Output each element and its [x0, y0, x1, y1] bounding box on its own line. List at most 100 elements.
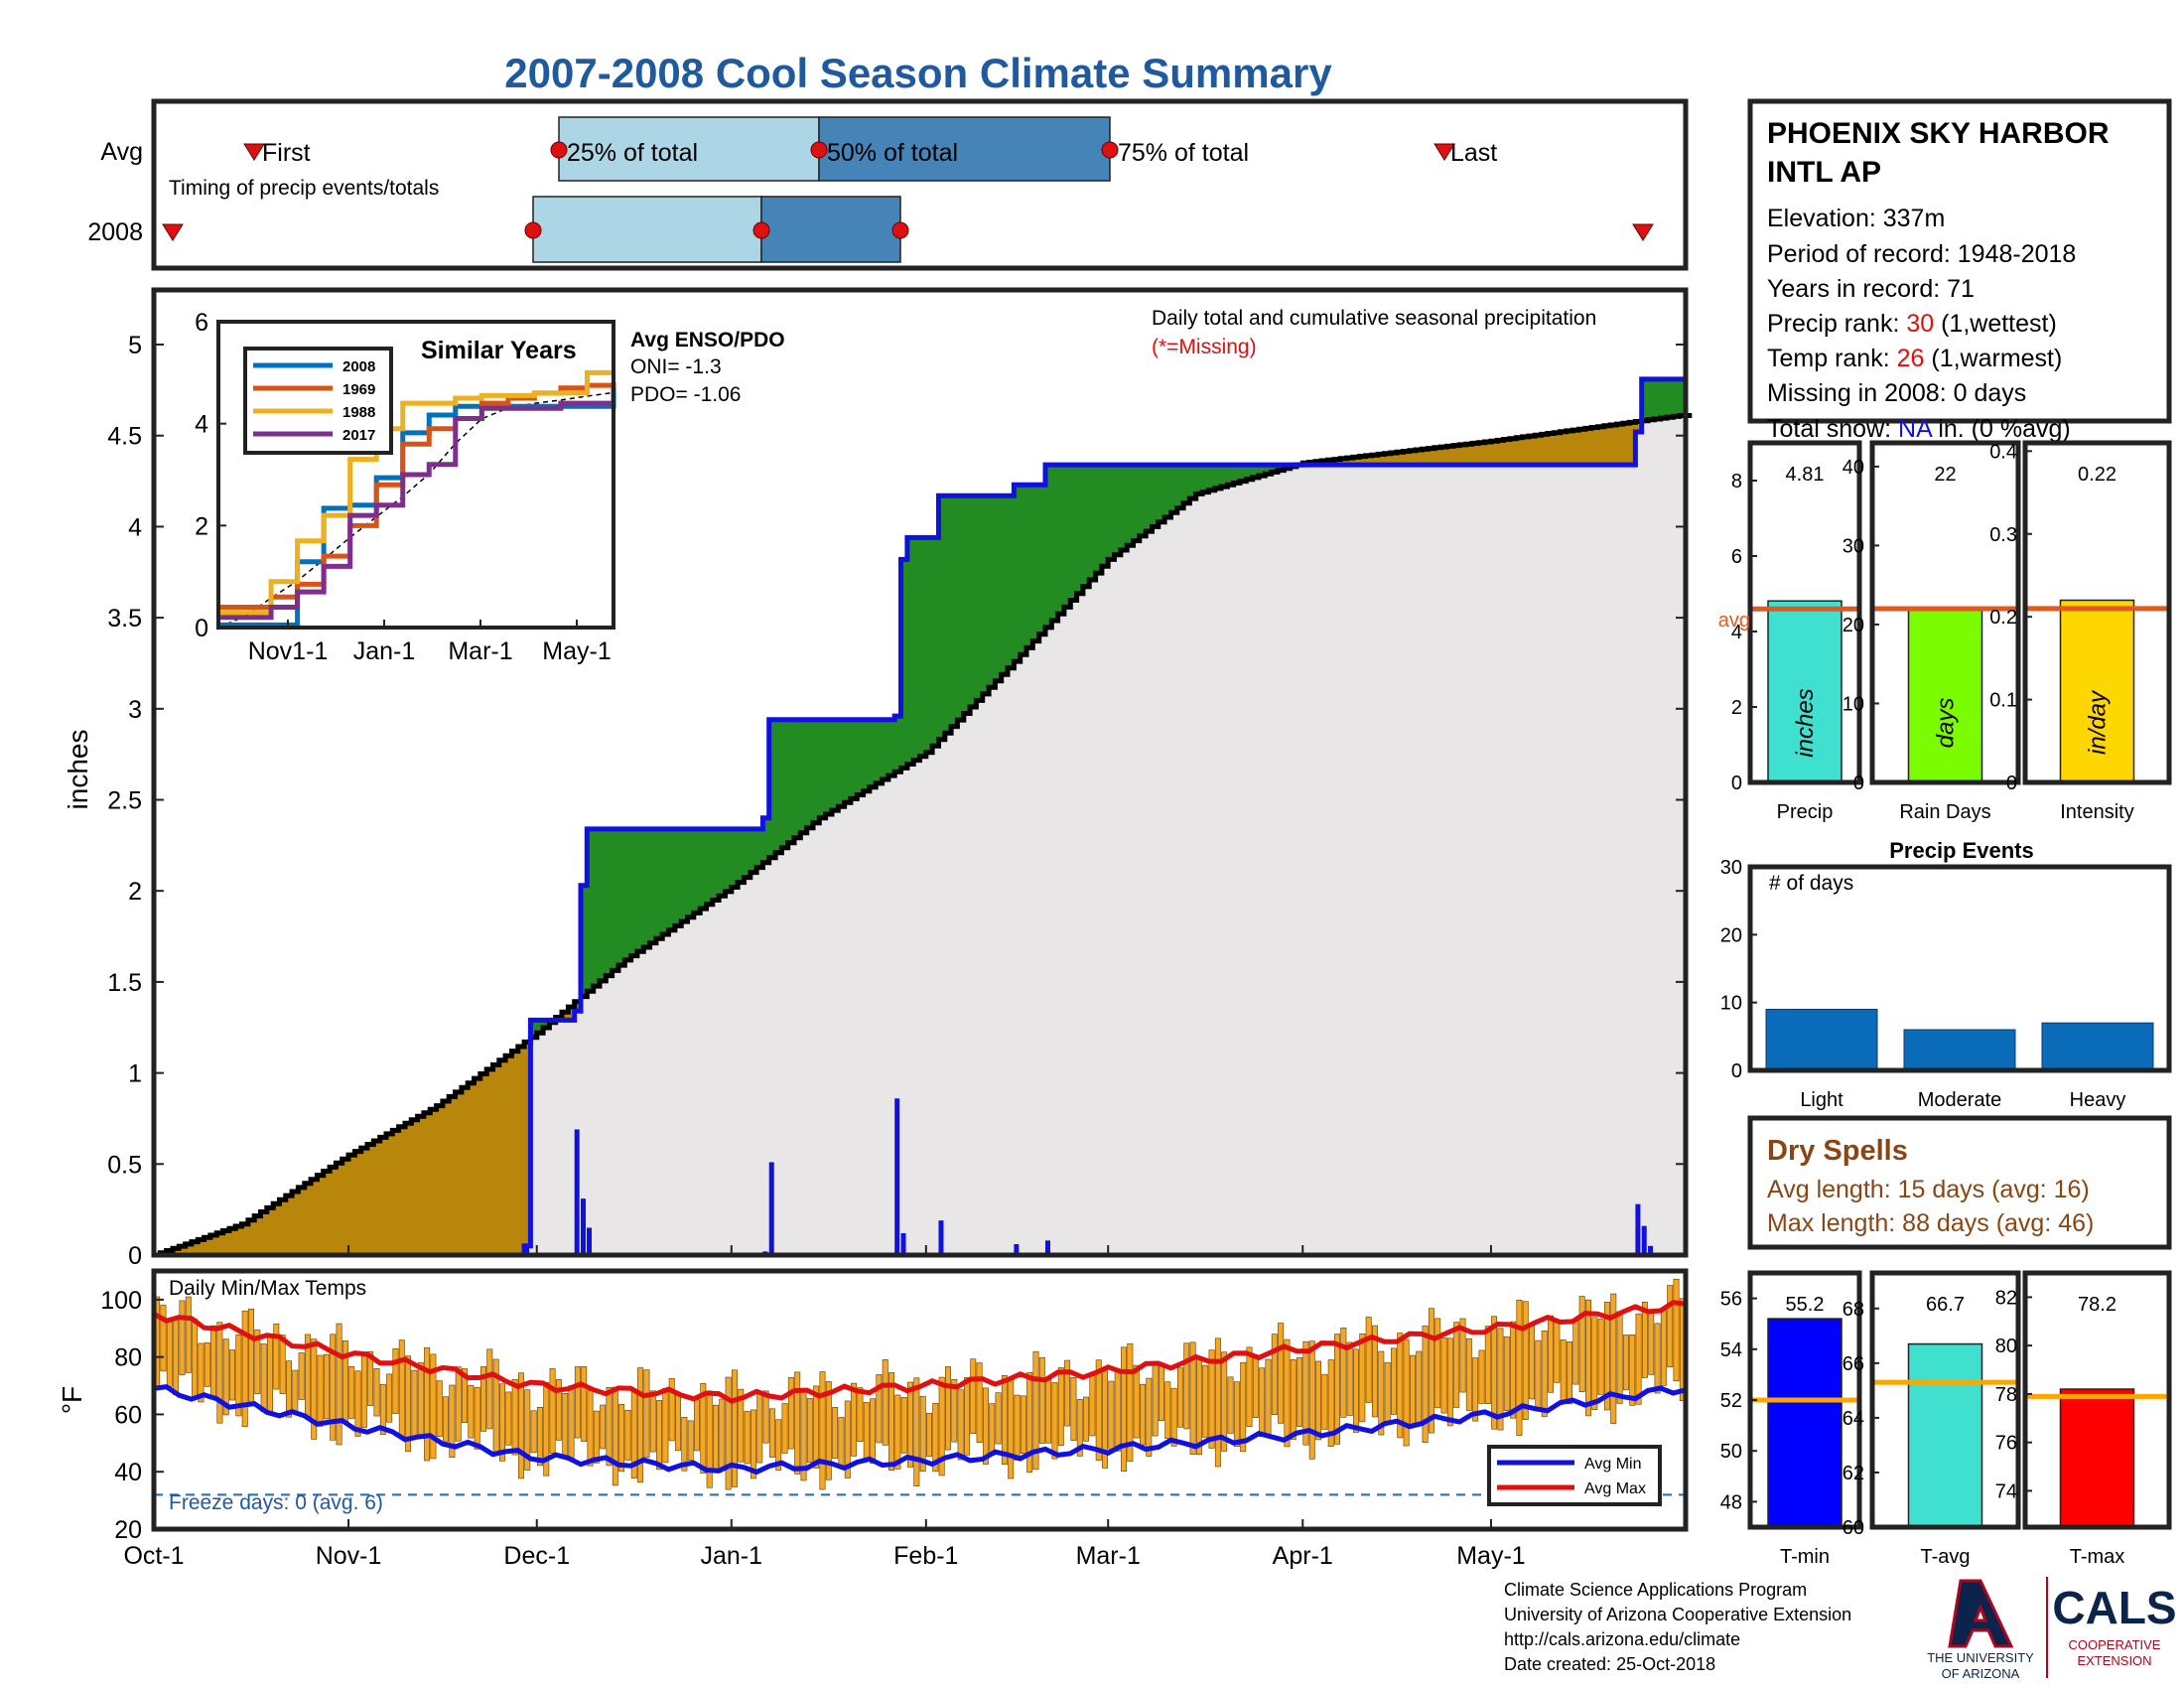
daily-temp-bar: [317, 1354, 324, 1427]
surplus-segment: [963, 495, 971, 714]
deficit-segment: [468, 1082, 476, 1255]
intensity-panel-frame: [2022, 440, 2172, 785]
deficit-segment: [1528, 436, 1536, 466]
cumulative-area-segment: [989, 687, 996, 1255]
surplus-segment: [1189, 465, 1197, 499]
surplus-segment: [1026, 485, 1033, 648]
surplus-segment: [906, 537, 914, 765]
deficit-segment: [1566, 430, 1573, 466]
daily-temp-bar: [1603, 1302, 1610, 1411]
daily-precip-bar: [938, 1220, 944, 1255]
daily-temp-bar: [229, 1349, 236, 1401]
legend-min-label: Avg Min: [1584, 1456, 1642, 1473]
deficit-segment: [423, 1112, 431, 1255]
cumulative-area-segment: [1032, 640, 1040, 1255]
cumulative-area-segment: [775, 852, 782, 1255]
daily-temp-bar: [411, 1369, 418, 1437]
daily-temp-bar: [618, 1403, 625, 1473]
daily-temp-bar: [462, 1368, 468, 1424]
surplus-segment: [1014, 485, 1022, 662]
cumulative-area-segment: [1089, 579, 1097, 1255]
station-name-1: PHOENIX SKY HARBOR: [1767, 117, 2110, 150]
intensity-panel-tick-label: 0: [2006, 773, 2017, 794]
year-50-75-box: [760, 196, 901, 263]
cumulative-area-segment: [1453, 465, 1460, 1255]
daily-temp-bar: [398, 1339, 405, 1439]
daily-precip-bar: [1648, 1245, 1654, 1255]
snow-label: Total snow:: [1767, 415, 1898, 443]
cumulative-area-segment: [1522, 465, 1530, 1255]
cumulative-area-segment: [1158, 521, 1165, 1255]
daily-temp-bar: [1535, 1339, 1542, 1411]
daily-temp-bar: [781, 1403, 788, 1454]
daily-precip-bar: [574, 1129, 580, 1255]
daily-temp-bar: [870, 1398, 877, 1464]
daily-temp-bar: [982, 1387, 989, 1465]
surplus-segment: [1641, 378, 1649, 421]
inset-legend-label: 2008: [342, 358, 375, 375]
p75-marker-avg: [1101, 141, 1119, 159]
daily-temp-bar: [216, 1322, 223, 1424]
ua-a-icon: [1948, 1579, 2014, 1648]
cumulative-area-segment: [744, 877, 751, 1255]
xtick-label: Oct-1: [123, 1542, 184, 1570]
cumulative-area-segment: [1359, 465, 1366, 1255]
main-chart: 0 0.5 1 1.5 2 2.5 3 3.5 4 4.5 5 inches Daily total…: [63, 287, 1693, 1270]
surplus-segment: [982, 495, 990, 694]
inset-frame: [216, 320, 615, 630]
tmin-panel-bar: [1767, 1318, 1843, 1528]
surplus-segment: [976, 495, 984, 701]
inset-legend: 2008 1969 1988 2017: [243, 347, 393, 455]
tmin-panel-tick-label: 50: [1720, 1441, 1742, 1463]
inset-xtick-label: May-1: [542, 637, 611, 665]
intensity-panel-label: Intensity: [2060, 801, 2133, 823]
surplus-segment: [775, 719, 782, 853]
intensity-panel-tick-label: 0.4: [1989, 441, 2017, 463]
enso-title: Avg ENSO/PDO: [630, 329, 785, 352]
daily-precip-bar: [894, 1098, 900, 1255]
deficit-segment: [279, 1199, 287, 1255]
events-title: Precip Events: [1889, 838, 2034, 863]
cumulative-area-segment: [1516, 465, 1524, 1255]
daily-precip-bar: [768, 1162, 774, 1255]
daily-temp-bar: [517, 1372, 524, 1479]
cumulative-area-segment: [725, 891, 733, 1255]
daily-temp-bar: [806, 1398, 813, 1464]
daily-temp-bar: [744, 1411, 751, 1465]
main-plot-content: [154, 376, 1693, 1258]
surplus-segment: [725, 828, 733, 892]
deficit-segment: [330, 1167, 337, 1255]
deficit-segment: [191, 1241, 199, 1255]
deficit-segment: [1403, 451, 1411, 466]
p75-marker-year: [891, 221, 909, 239]
temp-ytick-label: 20: [114, 1516, 142, 1544]
cumulative-area-segment: [1434, 465, 1441, 1255]
daily-temp-bar: [662, 1387, 669, 1464]
deficit-segment: [398, 1126, 406, 1255]
cals-text: CALS: [2052, 1582, 2176, 1633]
cumulative-area-segment: [617, 965, 625, 1255]
first-marker-avg: [243, 143, 265, 161]
surplus-segment: [1277, 465, 1285, 471]
deficit-segment: [185, 1243, 193, 1255]
cumulative-area-segment: [944, 733, 952, 1255]
daily-precip-bar: [900, 1232, 906, 1255]
daily-temp-bar: [1616, 1311, 1623, 1404]
cumulative-area-segment: [1648, 419, 1655, 1255]
daily-temp-bar: [1020, 1395, 1026, 1454]
deficit-segment: [204, 1237, 211, 1255]
surplus-segment: [750, 828, 757, 873]
daily-temp-bar: [254, 1329, 261, 1395]
events-tick-label: 10: [1720, 993, 1742, 1015]
tmin-panel: 48 50 52 54 56 55.2 T-min: [1720, 1270, 1862, 1568]
main-y-ticks: 0 0.5 1 1.5 2 2.5 3 3.5 4 4.5 5: [107, 332, 1686, 1270]
surplus-segment: [787, 719, 795, 843]
deficit-segment: [1340, 458, 1348, 466]
daily-temp-bar: [637, 1367, 644, 1483]
deficit-segment: [392, 1130, 400, 1255]
deficit-segment: [298, 1187, 306, 1255]
daily-temp-bar: [568, 1385, 575, 1461]
cumulative-area-segment: [825, 813, 833, 1255]
xtick-label: Dec-1: [503, 1542, 570, 1570]
